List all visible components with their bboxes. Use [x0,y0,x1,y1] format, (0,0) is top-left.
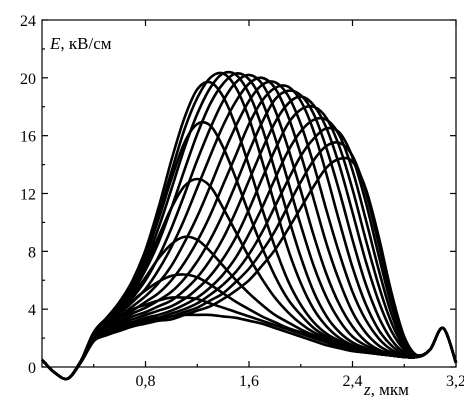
y-tick-label-6: 24 [20,13,36,30]
ticks-layer: 0 4 8 12 16 20 24 0,8 1,6 2,4 3,2 [20,13,464,390]
x-tick-label-2: 2,4 [343,373,363,390]
x-tick-label-0: 0,8 [136,373,156,390]
y-axis-title: E, кВ/см [49,34,112,53]
y-tick-label-1: 4 [28,302,36,319]
series-line-11 [41,73,458,381]
x-tick-label-3: 3,2 [446,373,464,390]
series-line-10 [41,72,458,381]
y-tick-label-3: 12 [20,187,36,204]
series-line-17 [41,104,458,381]
series-line-21 [41,156,458,381]
x-tick-label-1: 1,6 [239,373,259,390]
series-line-20 [41,140,458,381]
series-line-12 [41,76,458,381]
series-line-14 [41,84,458,381]
series-layer [41,70,458,381]
y-tick-label-0: 0 [28,360,36,377]
x-axis-title: z, мкм [363,380,409,399]
series-line-19 [41,126,458,381]
series-line-6 [41,120,458,381]
y-tick-label-5: 20 [20,71,36,88]
y-tick-label-4: 16 [20,129,36,146]
y-tick-label-2: 8 [28,244,36,261]
series-line-18 [41,116,458,381]
